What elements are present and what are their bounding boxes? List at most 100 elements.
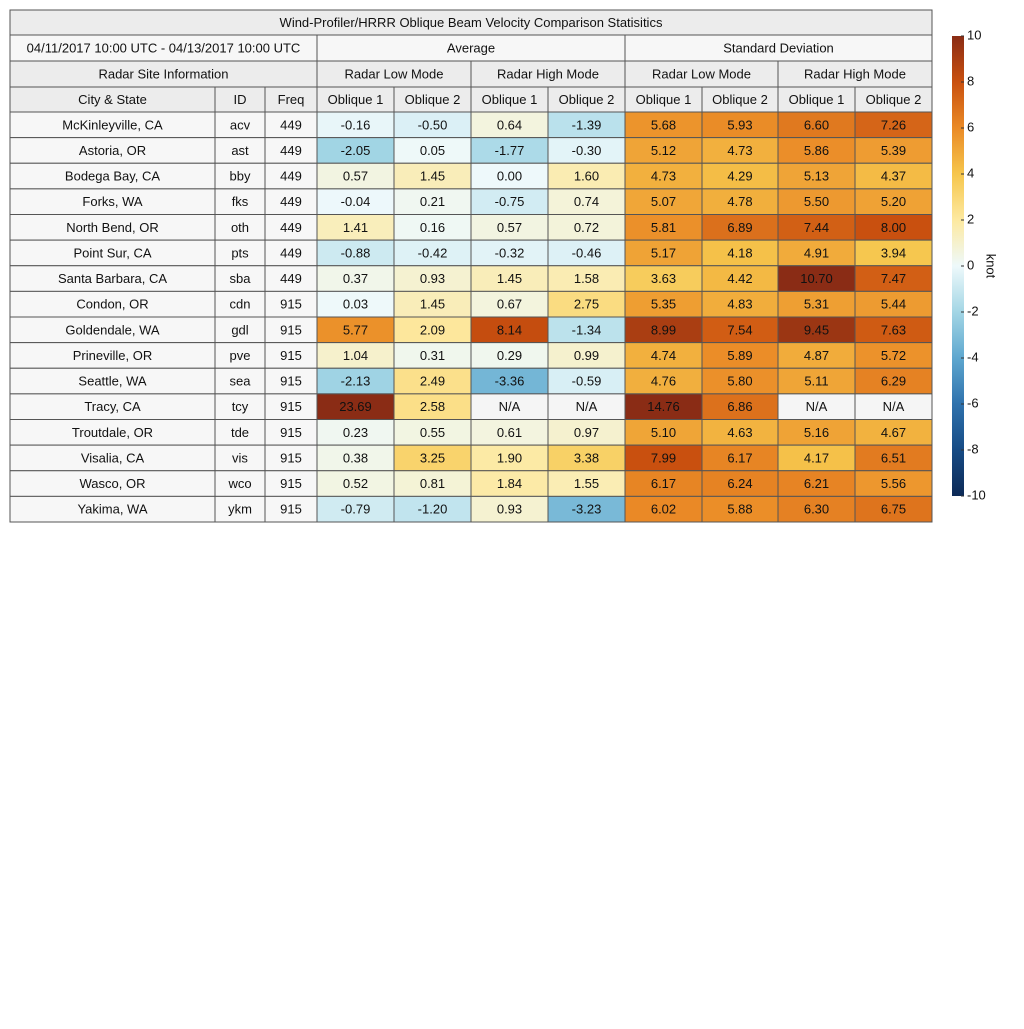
- value-cell-cell: [854, 188, 933, 215]
- table-title-cell: [9, 9, 933, 36]
- value-cell-cell: [470, 188, 549, 215]
- value-cell-cell: [316, 214, 395, 241]
- value-cell: 6.60: [804, 117, 829, 132]
- group-header: Standard Deviation: [723, 40, 834, 55]
- value-cell: 5.77: [343, 322, 368, 337]
- value-cell: 6.02: [651, 502, 676, 517]
- site-cell: ykm: [228, 502, 252, 517]
- site-cell-cell: [214, 265, 266, 292]
- site-cell: gdl: [231, 322, 248, 337]
- site-cell-cell: [9, 290, 216, 318]
- group-header: Average: [447, 40, 495, 55]
- value-cell: 4.87: [804, 348, 829, 363]
- site-cell: 449: [280, 117, 302, 132]
- value-cell-cell: [316, 470, 395, 497]
- value-cell-cell: [777, 393, 856, 420]
- value-cell: 5.86: [804, 143, 829, 158]
- colorbar-label: knot: [984, 254, 999, 279]
- value-cell-cell: [854, 444, 933, 472]
- site-cell: Wasco, OR: [80, 476, 146, 491]
- colorbar: [952, 36, 964, 496]
- site-cell-cell: [9, 495, 216, 523]
- site-cell-cell: [214, 290, 266, 318]
- value-cell: 5.81: [651, 220, 676, 235]
- site-cell-cell: [9, 367, 216, 395]
- value-cell-cell: [854, 316, 933, 344]
- value-cell: 1.60: [574, 169, 599, 184]
- column-header: Freq: [278, 92, 305, 107]
- value-cell-cell: [777, 265, 856, 292]
- value-cell-cell: [547, 393, 626, 420]
- value-cell: -0.04: [341, 194, 371, 209]
- column-header-cell: [264, 86, 318, 113]
- column-header-cell: [854, 86, 933, 113]
- site-cell-cell: [214, 188, 266, 215]
- site-cell: oth: [231, 220, 249, 235]
- value-cell: 3.94: [881, 245, 906, 260]
- site-cell-cell: [214, 367, 266, 395]
- value-cell: 14.76: [647, 399, 680, 414]
- value-cell-cell: [701, 162, 779, 190]
- value-cell-cell: [393, 162, 472, 190]
- site-cell: 449: [280, 169, 302, 184]
- value-cell: 5.50: [804, 194, 829, 209]
- value-cell: 0.74: [574, 194, 599, 209]
- value-cell: 0.38: [343, 450, 368, 465]
- site-cell: ast: [231, 143, 249, 158]
- site-cell-cell: [264, 444, 318, 472]
- column-header: Oblique 2: [712, 92, 768, 107]
- value-cell: 0.57: [343, 169, 368, 184]
- value-cell: 5.44: [881, 297, 906, 312]
- value-cell: 3.25: [420, 450, 445, 465]
- site-cell: tde: [231, 425, 249, 440]
- value-cell-cell: [316, 162, 395, 190]
- mode-header-cell: [624, 60, 779, 88]
- site-cell: Yakima, WA: [77, 502, 147, 517]
- column-header: Oblique 2: [559, 92, 615, 107]
- value-cell: 4.74: [651, 348, 676, 363]
- value-cell-cell: [470, 137, 549, 164]
- value-cell: 0.57: [497, 220, 522, 235]
- value-cell: -0.59: [572, 374, 602, 389]
- value-cell: 6.75: [881, 502, 906, 517]
- value-cell: 1.41: [343, 220, 368, 235]
- value-cell: N/A: [576, 399, 598, 414]
- value-cell: -0.50: [418, 117, 448, 132]
- site-cell-cell: [9, 393, 216, 420]
- column-header-cell: [701, 86, 779, 113]
- value-cell: 4.91: [804, 245, 829, 260]
- value-cell: 3.38: [574, 450, 599, 465]
- site-cell: Prineville, OR: [73, 348, 152, 363]
- site-cell-cell: [264, 265, 318, 292]
- value-cell: 5.80: [727, 374, 752, 389]
- value-cell: 0.81: [420, 476, 445, 491]
- site-cell: vis: [232, 450, 248, 465]
- value-cell-cell: [624, 239, 703, 267]
- column-header: Oblique 2: [866, 92, 922, 107]
- site-cell-cell: [9, 265, 216, 292]
- column-header: City & State: [78, 92, 147, 107]
- site-cell: sea: [230, 374, 252, 389]
- colorbar-tick-label: -4: [967, 349, 979, 364]
- site-cell-cell: [264, 111, 318, 139]
- date-range-cell: [9, 34, 318, 62]
- value-cell-cell: [701, 419, 779, 446]
- value-cell: 0.67: [497, 297, 522, 312]
- value-cell: 8.00: [881, 220, 906, 235]
- value-cell-cell: [393, 470, 472, 497]
- site-cell-cell: [214, 214, 266, 241]
- value-cell-cell: [470, 495, 549, 523]
- value-cell-cell: [701, 265, 779, 292]
- site-cell-cell: [264, 495, 318, 523]
- site-cell: Visalia, CA: [81, 450, 145, 465]
- colorbar-tick-label: -6: [967, 395, 979, 410]
- value-cell: 5.35: [651, 297, 676, 312]
- value-cell-cell: [316, 316, 395, 344]
- value-cell: 5.31: [804, 297, 829, 312]
- value-cell-cell: [701, 393, 779, 420]
- site-cell: Tracy, CA: [84, 399, 141, 414]
- value-cell-cell: [701, 137, 779, 164]
- value-cell-cell: [777, 444, 856, 472]
- value-cell: 5.13: [804, 169, 829, 184]
- value-cell: -0.42: [418, 245, 448, 260]
